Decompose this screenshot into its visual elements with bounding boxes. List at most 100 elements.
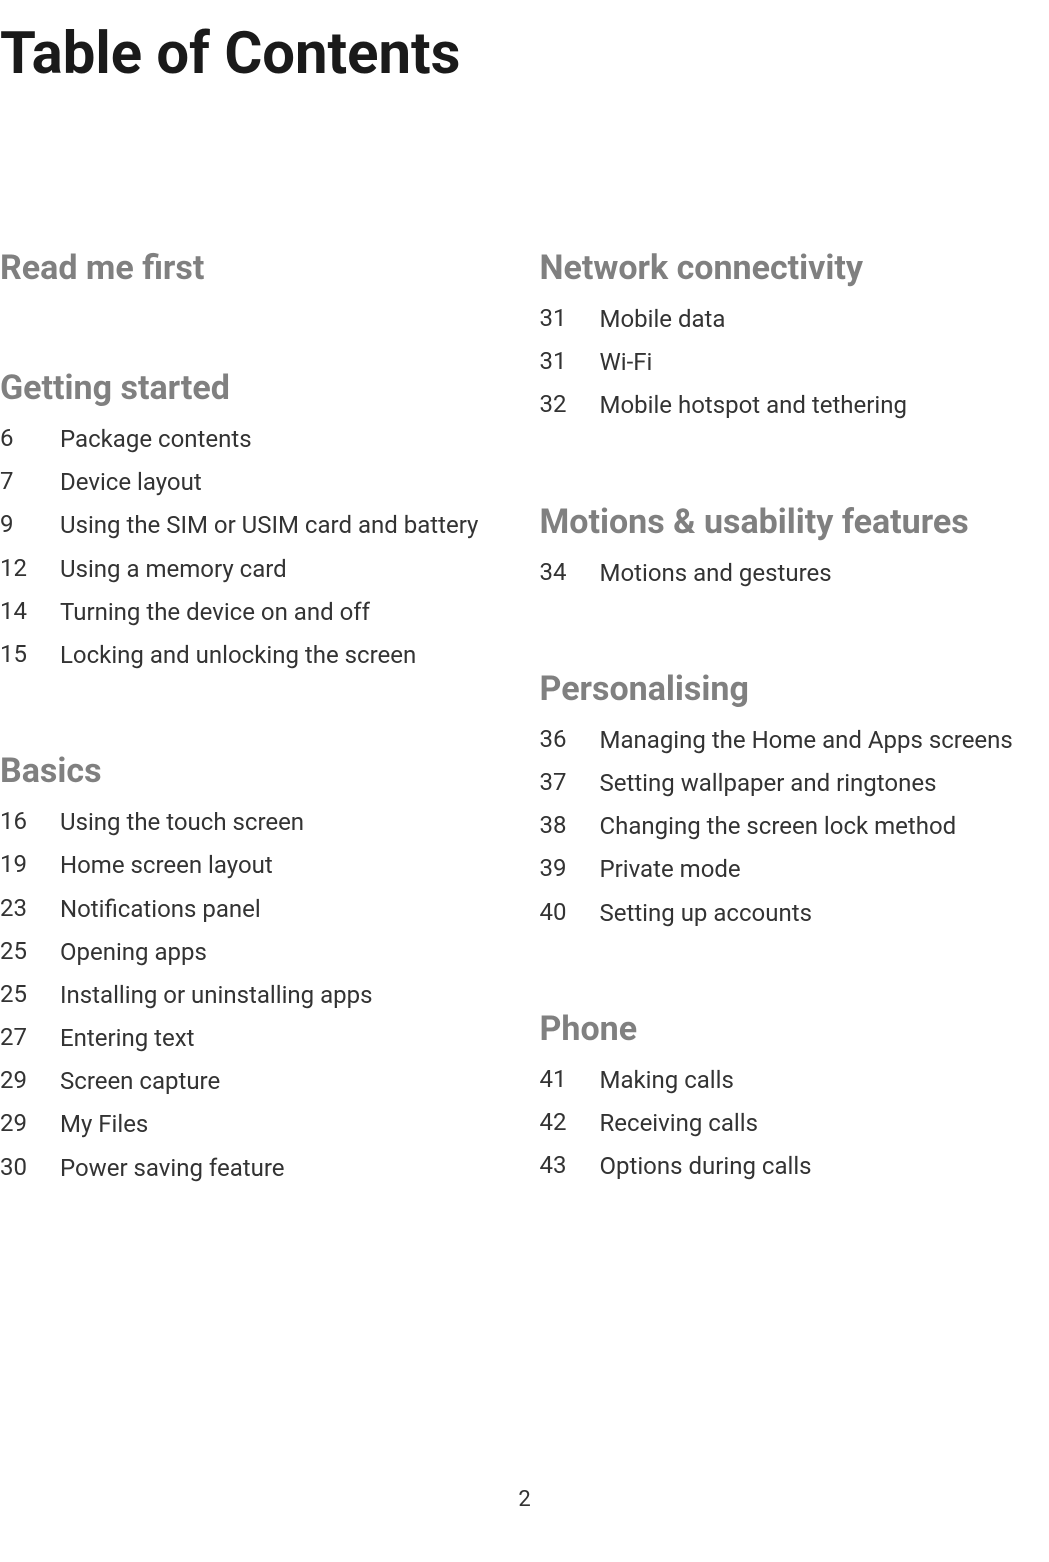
toc-page-number: 27 <box>0 1023 60 1051</box>
toc-entry-title: Package contents <box>60 424 510 455</box>
toc-page-number: 14 <box>0 597 60 625</box>
toc-page-number: 25 <box>0 937 60 965</box>
toc-entry: 27Entering text <box>0 1023 510 1054</box>
section-heading: Getting started <box>0 368 510 408</box>
toc-entry: 31Mobile data <box>540 304 1049 335</box>
toc-page-number: 34 <box>540 558 600 586</box>
toc-entry-title: Using the SIM or USIM card and battery <box>60 510 510 541</box>
toc-entry-title: Wi-Fi <box>600 347 1049 378</box>
toc-entry: 32Mobile hotspot and tethering <box>540 390 1049 421</box>
section-heading: Phone <box>540 1009 1049 1049</box>
toc-entry-title: Turning the device on and off <box>60 597 510 628</box>
toc-entry: 36Managing the Home and Apps screens <box>540 725 1049 756</box>
page-title: Table of Contents <box>0 20 1049 88</box>
toc-section: Network connectivity31Mobile data31Wi-Fi… <box>540 248 1049 422</box>
toc-page-number: 41 <box>540 1065 600 1093</box>
toc-entry-title: Notifications panel <box>60 894 510 925</box>
toc-page-number: 29 <box>0 1109 60 1137</box>
toc-section: Phone41Making calls42Receiving calls43Op… <box>540 1009 1049 1183</box>
toc-entry: 7Device layout <box>0 467 510 498</box>
toc-page-number: 16 <box>0 807 60 835</box>
toc-entry-title: Mobile data <box>600 304 1049 335</box>
toc-entry: 25Installing or uninstalling apps <box>0 980 510 1011</box>
toc-entry-title: My Files <box>60 1109 510 1140</box>
toc-entry: 43Options during calls <box>540 1151 1049 1182</box>
toc-entry-title: Installing or uninstalling apps <box>60 980 510 1011</box>
toc-page-number: 15 <box>0 640 60 668</box>
toc-entry-title: Power saving feature <box>60 1153 510 1184</box>
toc-entry-title: Changing the screen lock method <box>600 811 1049 842</box>
toc-entry: 34Motions and gestures <box>540 558 1049 589</box>
toc-page-number: 25 <box>0 980 60 1008</box>
toc-page-number: 40 <box>540 898 600 926</box>
toc-entry-title: Receiving calls <box>600 1108 1049 1139</box>
toc-page-number: 6 <box>0 424 60 452</box>
toc-section: Motions & usability features 34Motions an… <box>540 502 1049 589</box>
toc-entry-title: Using the touch screen <box>60 807 510 838</box>
toc-page-number: 7 <box>0 467 60 495</box>
toc-entry-title: Options during calls <box>600 1151 1049 1182</box>
section-heading: Motions & usability features <box>540 502 1049 542</box>
toc-section: Basics16Using the touch screen19Home scr… <box>0 751 510 1184</box>
toc-entry: 15Locking and unlocking the screen <box>0 640 510 671</box>
toc-page-number: 31 <box>540 304 600 332</box>
toc-entry-title: Motions and gestures <box>600 558 1049 589</box>
toc-entry: 16Using the touch screen <box>0 807 510 838</box>
toc-page-number: 42 <box>540 1108 600 1136</box>
right-column: Network connectivity31Mobile data31Wi-Fi… <box>540 248 1049 1264</box>
toc-page-number: 43 <box>540 1151 600 1179</box>
toc-entry: 31Wi-Fi <box>540 347 1049 378</box>
toc-page-number: 38 <box>540 811 600 839</box>
toc-entry-title: Making calls <box>600 1065 1049 1096</box>
toc-page-number: 39 <box>540 854 600 882</box>
toc-section: Personalising 36Managing the Home and App… <box>540 669 1049 929</box>
toc-entry-title: Screen capture <box>60 1066 510 1097</box>
toc-entry: 23Notifications panel <box>0 894 510 925</box>
left-column: Read me first Getting started 6Package con… <box>0 248 510 1264</box>
toc-entry-title: Private mode <box>600 854 1049 885</box>
toc-entry: 14Turning the device on and off <box>0 597 510 628</box>
toc-page-number: 12 <box>0 554 60 582</box>
toc-page-number: 32 <box>540 390 600 418</box>
toc-entry: 29Screen capture <box>0 1066 510 1097</box>
toc-page-number: 30 <box>0 1153 60 1181</box>
toc-entry-title: Device layout <box>60 467 510 498</box>
toc-entry: 38Changing the screen lock method <box>540 811 1049 842</box>
toc-entry-title: Using a memory card <box>60 554 510 585</box>
toc-entry: 41Making calls <box>540 1065 1049 1096</box>
toc-entry: 30Power saving feature <box>0 1153 510 1184</box>
toc-page-number: 29 <box>0 1066 60 1094</box>
toc-entry-title: Opening apps <box>60 937 510 968</box>
toc-page-number: 23 <box>0 894 60 922</box>
toc-entry: 12Using a memory card <box>0 554 510 585</box>
toc-entry-title: Locking and unlocking the screen <box>60 640 510 671</box>
toc-entry-title: Setting up accounts <box>600 898 1049 929</box>
toc-entry-title: Managing the Home and Apps screens <box>600 725 1049 756</box>
toc-entry: 9Using the SIM or USIM card and battery <box>0 510 510 541</box>
toc-entry: 37Setting wallpaper and ringtones <box>540 768 1049 799</box>
toc-entry-title: Mobile hotspot and tethering <box>600 390 1049 421</box>
toc-entry: 39Private mode <box>540 854 1049 885</box>
toc-columns: Read me first Getting started 6Package con… <box>0 248 1049 1264</box>
toc-entry: 19Home screen layout <box>0 850 510 881</box>
toc-entry: 42Receiving calls <box>540 1108 1049 1139</box>
toc-entry-title: Entering text <box>60 1023 510 1054</box>
toc-entry-title: Setting wallpaper and ringtones <box>600 768 1049 799</box>
toc-entry: 6Package contents <box>0 424 510 455</box>
section-heading: Network connectivity <box>540 248 1049 288</box>
toc-entry-title: Home screen layout <box>60 850 510 881</box>
page-number: 2 <box>518 1487 530 1512</box>
toc-page-number: 37 <box>540 768 600 796</box>
toc-page-number: 9 <box>0 510 60 538</box>
toc-entry: 40Setting up accounts <box>540 898 1049 929</box>
toc-entry: 29My Files <box>0 1109 510 1140</box>
toc-section: Read me first <box>0 248 510 288</box>
section-heading: Basics <box>0 751 510 791</box>
section-heading: Read me first <box>0 248 510 288</box>
toc-page-number: 19 <box>0 850 60 878</box>
toc-page-number: 31 <box>540 347 600 375</box>
toc-page-number: 36 <box>540 725 600 753</box>
toc-entry: 25Opening apps <box>0 937 510 968</box>
toc-section: Getting started6Package contents7Device … <box>0 368 510 671</box>
section-heading: Personalising <box>540 669 1049 709</box>
